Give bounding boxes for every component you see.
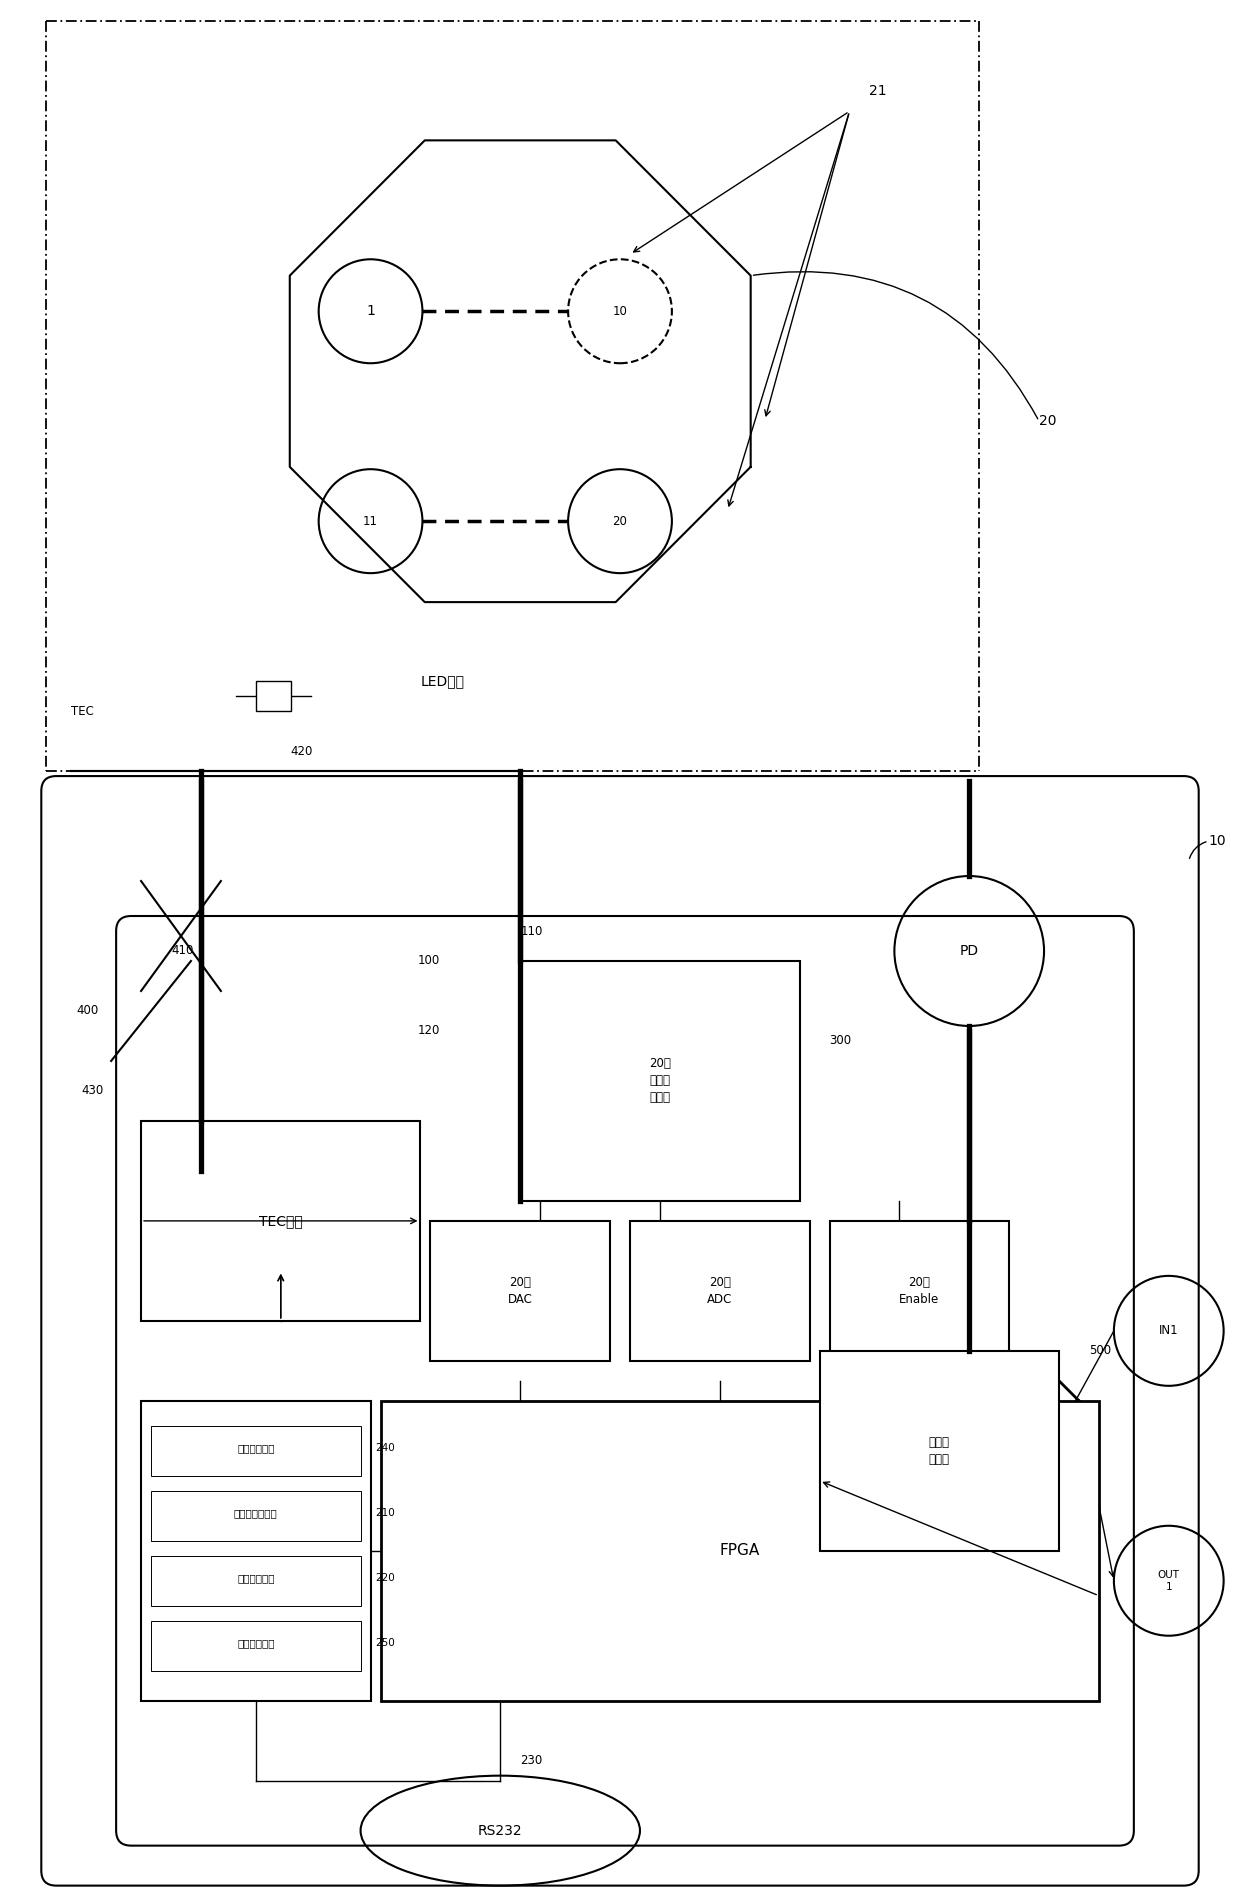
Text: 20个
恒流控
制模组: 20个 恒流控 制模组	[649, 1058, 671, 1105]
FancyBboxPatch shape	[820, 1350, 1059, 1550]
FancyBboxPatch shape	[151, 1556, 361, 1605]
Text: 230: 230	[521, 1754, 542, 1767]
Text: 光电探
测装置: 光电探 测装置	[929, 1436, 950, 1466]
Text: 20: 20	[1039, 415, 1056, 428]
FancyBboxPatch shape	[141, 1400, 371, 1700]
Text: 250: 250	[376, 1638, 396, 1649]
FancyBboxPatch shape	[430, 1221, 610, 1360]
Text: 400: 400	[76, 1004, 98, 1018]
Text: 11: 11	[363, 515, 378, 527]
Text: 300: 300	[830, 1035, 852, 1048]
FancyBboxPatch shape	[151, 1491, 361, 1541]
Text: RS232: RS232	[477, 1824, 522, 1837]
Text: 420: 420	[290, 744, 314, 757]
Text: IN1: IN1	[1159, 1324, 1178, 1337]
FancyBboxPatch shape	[381, 1400, 1099, 1700]
Text: 温度控制模块: 温度控制模块	[237, 1444, 274, 1453]
Text: 240: 240	[376, 1444, 396, 1453]
Text: 210: 210	[376, 1508, 396, 1518]
Text: 220: 220	[376, 1573, 396, 1582]
Text: 光强报警模块: 光强报警模块	[237, 1638, 274, 1649]
Text: 500: 500	[1089, 1345, 1111, 1358]
Text: OUT
1: OUT 1	[1158, 1569, 1179, 1592]
Text: 20个
DAC: 20个 DAC	[508, 1276, 533, 1307]
Text: 10: 10	[1209, 835, 1226, 848]
Text: FPGA: FPGA	[719, 1543, 760, 1558]
Text: 20: 20	[613, 515, 627, 527]
FancyBboxPatch shape	[630, 1221, 810, 1360]
Text: TEC: TEC	[71, 704, 94, 717]
Text: 均匀性处理模块: 均匀性处理模块	[234, 1508, 278, 1518]
Text: 20个
ADC: 20个 ADC	[707, 1276, 733, 1307]
FancyBboxPatch shape	[255, 681, 290, 711]
Text: 21: 21	[869, 84, 887, 99]
Text: TEC驱动: TEC驱动	[259, 1213, 303, 1229]
Text: 1: 1	[366, 304, 374, 318]
Text: PD: PD	[960, 943, 978, 959]
FancyBboxPatch shape	[151, 1621, 361, 1670]
Text: 10: 10	[613, 304, 627, 318]
FancyBboxPatch shape	[141, 1120, 420, 1320]
FancyBboxPatch shape	[151, 1426, 361, 1476]
FancyBboxPatch shape	[521, 961, 800, 1200]
Text: 430: 430	[81, 1084, 103, 1097]
Text: 110: 110	[521, 924, 543, 938]
Text: 100: 100	[418, 955, 440, 968]
FancyBboxPatch shape	[830, 1221, 1009, 1360]
Text: 电流控制模块: 电流控制模块	[237, 1573, 274, 1582]
Text: 120: 120	[418, 1025, 440, 1037]
Text: 410: 410	[171, 945, 193, 957]
Text: LED光源: LED光源	[420, 673, 465, 689]
Text: 20路
Enable: 20路 Enable	[899, 1276, 940, 1307]
